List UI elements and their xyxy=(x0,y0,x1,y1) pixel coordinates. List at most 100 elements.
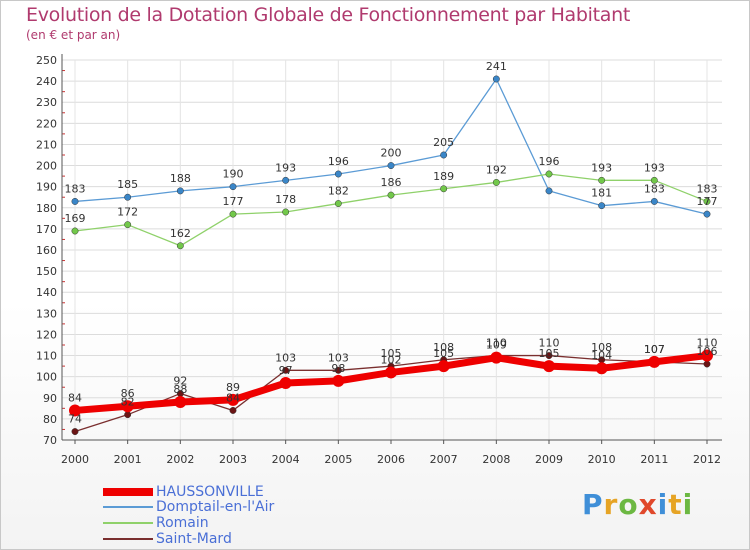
data-point xyxy=(703,197,711,205)
data-label: 182 xyxy=(328,185,349,198)
x-tick-label: 2007 xyxy=(430,453,458,466)
x-tick-label: 2008 xyxy=(482,453,510,466)
data-label: 241 xyxy=(486,60,507,73)
data-point xyxy=(703,360,711,368)
chart-title: Evolution de la Dotation Globale de Fonc… xyxy=(26,4,631,26)
data-point xyxy=(701,349,713,362)
logo-letter: t xyxy=(668,488,683,521)
data-label: 169 xyxy=(65,212,86,225)
data-point xyxy=(69,404,81,417)
data-label: 82 xyxy=(121,396,135,409)
data-point xyxy=(650,176,658,184)
data-point xyxy=(124,411,132,419)
data-point xyxy=(334,170,342,178)
y-tick-label: 180 xyxy=(36,202,57,215)
data-label: 105 xyxy=(433,347,454,360)
data-label: 189 xyxy=(433,170,454,183)
data-point xyxy=(440,151,448,159)
y-tick-label: 110 xyxy=(36,350,57,363)
legend-swatch-domptail xyxy=(103,506,153,508)
data-point xyxy=(282,208,290,216)
axes: 7080901001101201301401501601701801902002… xyxy=(36,54,722,466)
logo-letter: P xyxy=(582,488,604,521)
data-point xyxy=(71,227,79,235)
data-label: 103 xyxy=(328,351,349,364)
data-point xyxy=(71,197,79,205)
data-label: 192 xyxy=(486,163,507,176)
data-point xyxy=(334,366,342,374)
data-point xyxy=(545,187,553,195)
data-label: 181 xyxy=(591,187,612,200)
logo-letter: i xyxy=(657,488,669,521)
y-tick-label: 100 xyxy=(36,371,57,384)
data-label: 172 xyxy=(117,206,138,219)
legend-label-domptail: Domptail-en-l'Air xyxy=(156,499,275,515)
y-tick-label: 240 xyxy=(36,75,57,88)
series-lines xyxy=(69,75,713,436)
data-label: 193 xyxy=(591,161,612,174)
data-label: 74 xyxy=(68,413,82,426)
data-point xyxy=(545,352,553,360)
data-point xyxy=(176,187,184,195)
data-point xyxy=(543,360,555,373)
data-label: 177 xyxy=(697,195,718,208)
data-label: 107 xyxy=(644,343,665,356)
legend-label-saint-mard: Saint-Mard xyxy=(156,531,232,547)
data-label: 107 xyxy=(644,343,665,356)
chart-subtitle: (en € et par an) xyxy=(26,28,121,42)
data-label: 177 xyxy=(223,195,244,208)
data-label: 106 xyxy=(697,345,718,358)
x-tick-label: 2005 xyxy=(324,453,352,466)
data-point xyxy=(124,221,132,229)
data-label: 105 xyxy=(539,347,560,360)
logo-letter: o xyxy=(618,488,639,521)
y-tick-label: 80 xyxy=(43,413,57,426)
data-label: 102 xyxy=(381,353,402,366)
y-tick-label: 190 xyxy=(36,181,57,194)
grid-lines xyxy=(62,59,722,441)
data-point xyxy=(648,355,661,368)
legend-swatch-saint-mard xyxy=(103,538,153,540)
data-label: 186 xyxy=(381,176,402,189)
data-point xyxy=(229,210,237,218)
data-point xyxy=(334,200,342,208)
data-point xyxy=(332,374,345,387)
data-label: 183 xyxy=(65,182,86,195)
data-label: 205 xyxy=(433,136,454,149)
logo-letter: x xyxy=(638,488,658,521)
x-tick-label: 2006 xyxy=(377,453,405,466)
data-point xyxy=(282,366,290,374)
data-label: 110 xyxy=(539,337,560,350)
data-label: 92 xyxy=(173,375,187,388)
data-point xyxy=(227,393,239,406)
data-label: 190 xyxy=(223,168,244,181)
data-label: 108 xyxy=(433,341,454,354)
x-tick-label: 2002 xyxy=(166,453,194,466)
data-point xyxy=(176,242,184,250)
data-point xyxy=(595,362,608,375)
data-label: 185 xyxy=(117,178,138,191)
data-point xyxy=(437,360,450,373)
y-tick-label: 210 xyxy=(36,138,57,151)
data-label: 84 xyxy=(68,391,82,404)
y-tick-label: 170 xyxy=(36,223,57,236)
data-label: 109 xyxy=(486,339,507,352)
data-point xyxy=(282,176,290,184)
data-point xyxy=(385,366,397,379)
data-label: 196 xyxy=(539,155,560,168)
y-tick-label: 150 xyxy=(36,265,57,278)
data-label: 88 xyxy=(173,383,187,396)
data-label: 89 xyxy=(226,381,240,394)
data-point xyxy=(492,75,500,83)
logo-letter: r xyxy=(603,488,619,521)
legend-swatch-haussonville xyxy=(103,488,153,496)
y-tick-label: 130 xyxy=(36,307,57,320)
data-point xyxy=(121,400,134,413)
data-point xyxy=(174,396,187,408)
data-point xyxy=(279,377,292,389)
y-tick-label: 70 xyxy=(43,434,57,447)
data-point xyxy=(71,428,79,436)
x-tick-label: 2012 xyxy=(693,453,721,466)
data-label: 98 xyxy=(331,362,345,375)
